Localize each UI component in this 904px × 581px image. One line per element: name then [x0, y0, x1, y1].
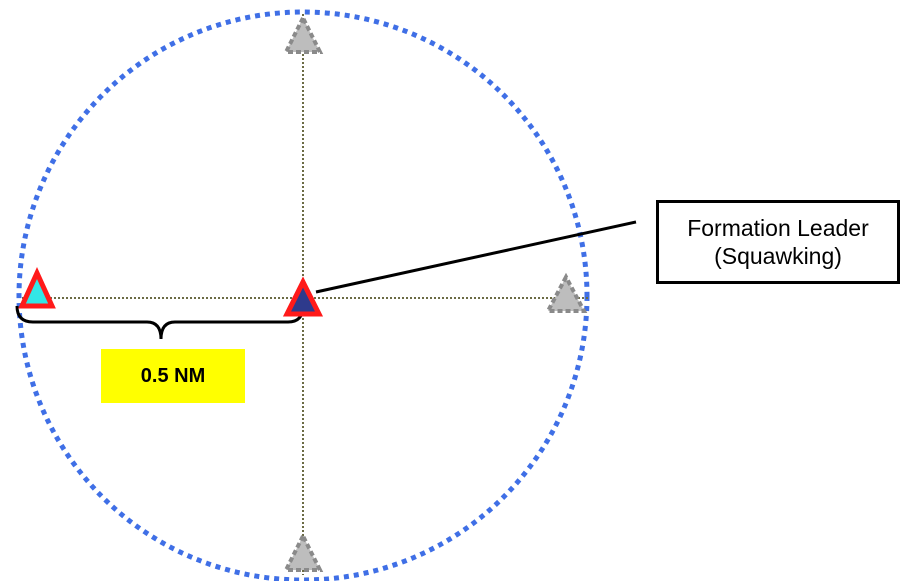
callout-line-1: Formation Leader	[687, 214, 869, 242]
ghost-position-right-icon	[548, 277, 584, 311]
formation-leader-callout: Formation Leader (Squawking)	[656, 200, 900, 284]
callout-line-2: (Squawking)	[714, 242, 842, 270]
ghost-position-top-icon	[286, 18, 320, 52]
callout-leader-line	[316, 222, 636, 292]
ghost-position-bottom-icon	[286, 536, 320, 570]
distance-brace	[17, 306, 303, 339]
distance-label: 0.5 NM	[101, 349, 245, 403]
wingman-aircraft-icon	[22, 273, 52, 306]
